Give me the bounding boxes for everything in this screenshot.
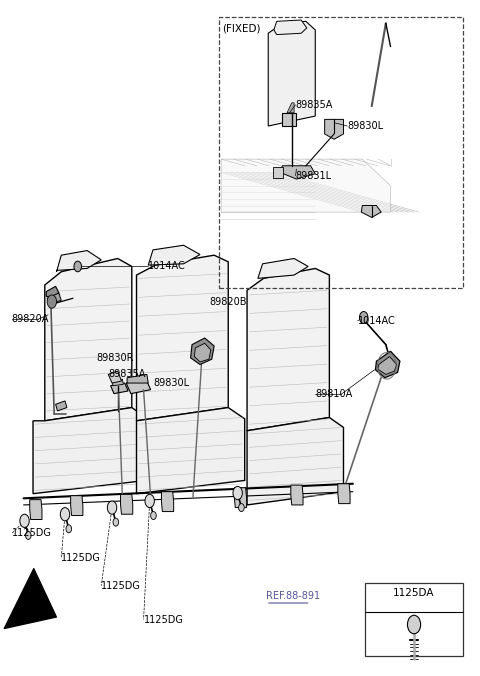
Polygon shape (375, 352, 400, 378)
Polygon shape (45, 258, 132, 420)
Circle shape (151, 512, 156, 520)
Circle shape (408, 615, 420, 634)
Polygon shape (30, 500, 42, 520)
Polygon shape (47, 293, 61, 305)
Polygon shape (71, 496, 83, 516)
Polygon shape (46, 287, 59, 298)
Text: 1014AC: 1014AC (148, 262, 186, 272)
Text: FR.: FR. (24, 606, 49, 621)
Polygon shape (258, 258, 308, 279)
Circle shape (20, 514, 29, 527)
Polygon shape (120, 494, 133, 514)
Polygon shape (127, 375, 148, 383)
Polygon shape (273, 167, 283, 178)
Text: (FIXED): (FIXED) (222, 24, 261, 34)
Text: 1014AC: 1014AC (358, 316, 396, 326)
Polygon shape (161, 491, 174, 512)
Text: 89830L: 89830L (347, 121, 384, 131)
Polygon shape (291, 485, 303, 505)
Text: 1125DA: 1125DA (393, 588, 435, 598)
Polygon shape (282, 113, 297, 126)
Text: 89820B: 89820B (209, 297, 247, 306)
Text: 89835A: 89835A (108, 370, 145, 379)
Bar (219, 17, 464, 288)
Circle shape (66, 525, 72, 533)
Polygon shape (56, 401, 67, 411)
Circle shape (113, 518, 119, 526)
Circle shape (108, 501, 117, 514)
Polygon shape (136, 408, 245, 493)
Polygon shape (57, 251, 101, 272)
Text: 89810A: 89810A (315, 389, 352, 400)
Polygon shape (110, 383, 128, 393)
Polygon shape (234, 487, 247, 508)
Text: 89820A: 89820A (12, 314, 49, 324)
Circle shape (74, 261, 82, 272)
Polygon shape (191, 338, 214, 364)
Polygon shape (112, 379, 123, 386)
Circle shape (239, 504, 244, 512)
Polygon shape (136, 256, 228, 420)
Circle shape (233, 487, 242, 500)
Text: 89830R: 89830R (96, 353, 134, 363)
Polygon shape (33, 408, 146, 493)
Text: 1125DG: 1125DG (101, 581, 141, 591)
Polygon shape (108, 371, 121, 383)
Polygon shape (148, 245, 200, 265)
Circle shape (25, 531, 31, 539)
Bar (365, 583, 464, 656)
Text: 1125DG: 1125DG (61, 553, 101, 563)
Circle shape (360, 312, 368, 323)
Text: 1125DG: 1125DG (144, 614, 183, 625)
Polygon shape (247, 418, 344, 505)
Polygon shape (280, 166, 315, 179)
Text: 89830L: 89830L (153, 378, 189, 388)
Polygon shape (287, 103, 294, 113)
Circle shape (47, 295, 57, 308)
Polygon shape (378, 356, 396, 375)
Text: 1125DG: 1125DG (12, 529, 52, 538)
Polygon shape (324, 120, 344, 139)
Text: REF.88-891: REF.88-891 (266, 592, 320, 602)
Text: 89831L: 89831L (296, 171, 332, 180)
Polygon shape (126, 379, 151, 393)
Circle shape (60, 508, 70, 521)
Circle shape (145, 494, 155, 508)
Text: FR.: FR. (24, 606, 49, 621)
Polygon shape (247, 268, 329, 431)
Polygon shape (338, 484, 350, 504)
Text: 89835A: 89835A (296, 100, 333, 110)
Polygon shape (221, 159, 391, 212)
Polygon shape (361, 206, 381, 218)
Polygon shape (274, 20, 307, 34)
Polygon shape (268, 22, 315, 126)
Polygon shape (194, 343, 211, 362)
